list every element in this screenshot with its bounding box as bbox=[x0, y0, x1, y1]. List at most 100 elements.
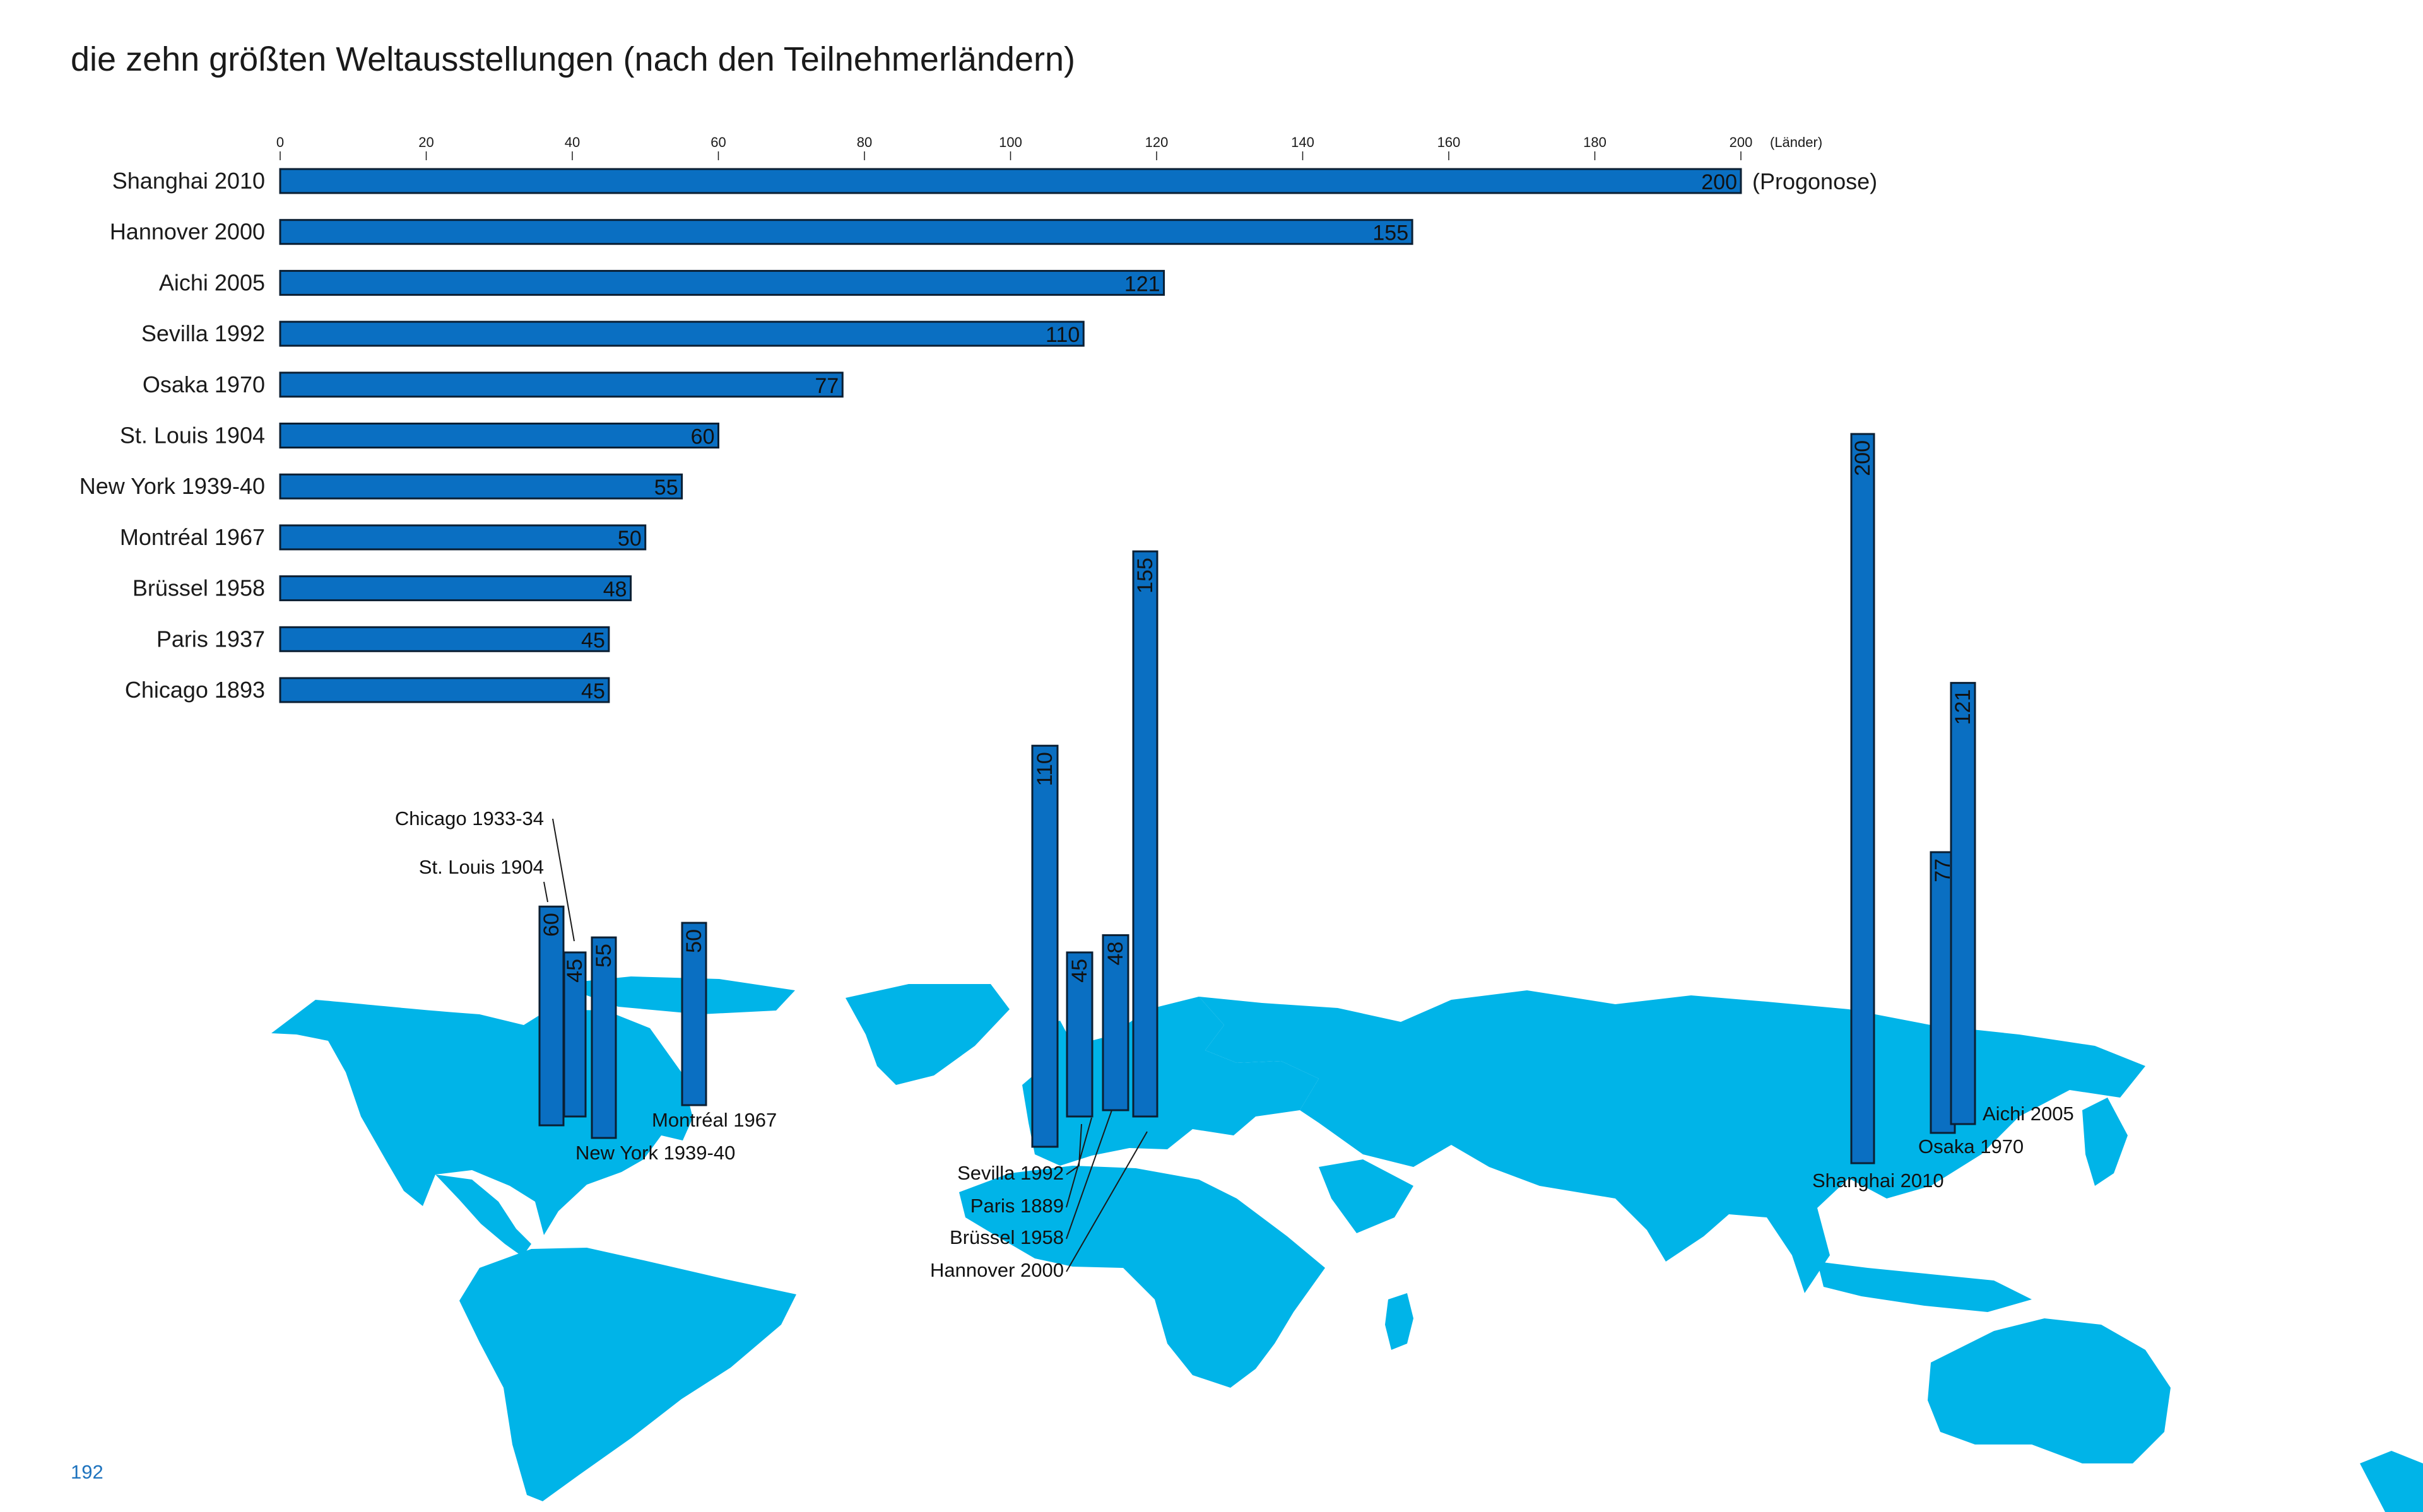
value-label: 60 bbox=[691, 425, 715, 449]
leader-line bbox=[1066, 1117, 1092, 1208]
map-bar bbox=[1031, 744, 1059, 1148]
map-bar-label: New York 1939-40 bbox=[575, 1142, 735, 1164]
value-label: 77 bbox=[815, 374, 839, 398]
axis-unit-label: (Länder) bbox=[1770, 134, 1822, 150]
bar-annotation: (Progonose) bbox=[1752, 168, 1877, 194]
value-label: 55 bbox=[654, 476, 678, 500]
bar bbox=[279, 168, 1742, 194]
map-bar-value-label: 50 bbox=[682, 929, 706, 953]
world-map bbox=[271, 976, 2423, 1512]
category-label: Hannover 2000 bbox=[110, 219, 265, 245]
x-tick-label: 180 bbox=[1583, 134, 1606, 150]
x-tick-label: 0 bbox=[276, 134, 284, 150]
bar bbox=[279, 473, 683, 500]
map-australia bbox=[1928, 1318, 2171, 1463]
map-europe bbox=[1022, 997, 1319, 1166]
page-number: 192 bbox=[71, 1461, 103, 1483]
x-tick-label: 120 bbox=[1145, 134, 1169, 150]
x-tick-label: 40 bbox=[565, 134, 580, 150]
category-label: New York 1939-40 bbox=[80, 473, 265, 499]
value-label: 200 bbox=[1701, 170, 1737, 194]
map-japan bbox=[2082, 1098, 2128, 1186]
map-bar bbox=[1102, 934, 1129, 1111]
horizontal-bar-chart: 0 20 40 60 80 100 120 140 160 180 200 (Länder) Shang… bbox=[80, 134, 1877, 703]
bar bbox=[279, 372, 844, 398]
map-bar-label: Chicago 1933-34 bbox=[395, 807, 544, 829]
map-north-america bbox=[271, 1000, 693, 1235]
leader-line bbox=[1066, 1131, 1148, 1272]
bar bbox=[279, 269, 1165, 296]
leader-line bbox=[1066, 1110, 1112, 1239]
bar bbox=[279, 626, 610, 652]
map-bar-value-label: 110 bbox=[1033, 752, 1057, 786]
map-bar-label: Osaka 1970 bbox=[1918, 1135, 2024, 1157]
map-bar-label: St. Louis 1904 bbox=[419, 856, 544, 878]
x-tick-label: 60 bbox=[710, 134, 726, 150]
map-south-america bbox=[459, 1248, 796, 1501]
map-bar-label: Shanghai 2010 bbox=[1812, 1169, 1944, 1192]
leader-line bbox=[1066, 1123, 1082, 1175]
map-bar-value-label: 200 bbox=[1851, 440, 1875, 476]
value-label: 48 bbox=[603, 578, 627, 602]
page-title: die zehn größten Weltausstellungen (nach… bbox=[71, 40, 1075, 78]
map-central-america bbox=[435, 1175, 531, 1257]
value-label: 110 bbox=[1046, 323, 1080, 347]
map-madagascar bbox=[1385, 1293, 1413, 1350]
map-bar-label: Montréal 1967 bbox=[652, 1109, 777, 1131]
category-label: Brüssel 1958 bbox=[133, 575, 265, 601]
map-bar bbox=[591, 936, 617, 1139]
map-bar-label: Sevilla 1992 bbox=[957, 1162, 1064, 1184]
map-bar bbox=[563, 951, 587, 1118]
map-bar bbox=[538, 905, 565, 1127]
category-label: Osaka 1970 bbox=[143, 372, 265, 397]
map-southeast-asia-islands bbox=[1817, 1262, 2032, 1312]
bar bbox=[279, 423, 719, 448]
map-bar-label: Hannover 2000 bbox=[930, 1259, 1064, 1281]
map-bar bbox=[1132, 550, 1158, 1118]
map-bar bbox=[681, 922, 707, 1106]
x-tick-label: 140 bbox=[1291, 134, 1314, 150]
map-bar-label: Paris 1889 bbox=[970, 1195, 1064, 1217]
map-asia bbox=[1199, 990, 2145, 1293]
value-label: 45 bbox=[581, 679, 605, 703]
x-tick-label: 100 bbox=[999, 134, 1022, 150]
x-tick-label: 80 bbox=[857, 134, 872, 150]
map-bar-label: Aichi 2005 bbox=[1983, 1103, 2074, 1125]
map-bar-value-label: 45 bbox=[1068, 959, 1092, 983]
map-africa bbox=[959, 1166, 1325, 1388]
map-bar-label: Brüssel 1958 bbox=[950, 1226, 1064, 1248]
map-bar-value-label: 60 bbox=[539, 913, 563, 937]
value-label: 45 bbox=[581, 628, 605, 652]
map-bar bbox=[1950, 682, 1976, 1125]
x-tick-label: 160 bbox=[1437, 134, 1461, 150]
value-label: 121 bbox=[1124, 272, 1160, 296]
category-label: Sevilla 1992 bbox=[141, 320, 265, 346]
leader-line bbox=[543, 881, 548, 903]
category-label: Aichi 2005 bbox=[159, 269, 265, 295]
map-bar-value-label: 48 bbox=[1104, 942, 1128, 966]
map-arabia bbox=[1319, 1159, 1413, 1233]
map-new-zealand bbox=[2360, 1451, 2423, 1512]
map-bar bbox=[1850, 433, 1875, 1164]
category-label: St. Louis 1904 bbox=[120, 423, 265, 448]
map-bar-value-label: 45 bbox=[563, 959, 587, 983]
value-label: 50 bbox=[618, 527, 642, 551]
bar bbox=[279, 320, 1085, 347]
bar bbox=[279, 524, 647, 551]
map-bar-value-label: 55 bbox=[592, 944, 616, 968]
category-label: Montréal 1967 bbox=[120, 524, 265, 550]
category-label: Paris 1937 bbox=[156, 626, 265, 652]
map-bar-chart: 60 St. Louis 1904 45 Chicago 1933-34 55 New Y… bbox=[395, 433, 2074, 1281]
value-label: 155 bbox=[1372, 221, 1408, 245]
category-label: Shanghai 2010 bbox=[112, 168, 265, 194]
bar bbox=[279, 219, 1413, 245]
map-bar-value-label: 155 bbox=[1133, 558, 1157, 594]
category-label: Chicago 1893 bbox=[125, 677, 265, 703]
leader-line bbox=[552, 818, 575, 942]
bar bbox=[279, 575, 632, 602]
map-bar bbox=[1066, 951, 1094, 1118]
x-tick-label: 200 bbox=[1730, 134, 1753, 150]
x-tick-label: 20 bbox=[418, 134, 433, 150]
map-greenland bbox=[846, 984, 1010, 1085]
